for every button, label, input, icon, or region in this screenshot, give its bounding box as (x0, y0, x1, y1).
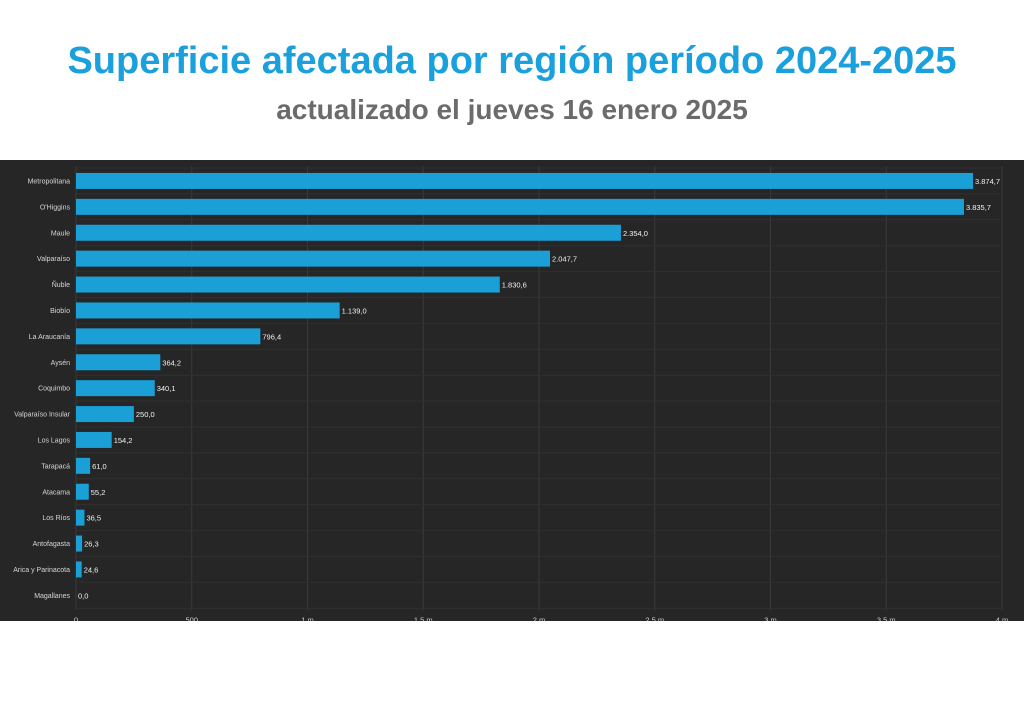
value-label: 61,0 (92, 462, 107, 471)
bar (76, 509, 85, 526)
chart-title: Superficie afectada por región período 2… (67, 40, 957, 82)
value-label: 36,5 (86, 514, 101, 523)
bar (76, 354, 161, 371)
bar (76, 224, 621, 241)
x-tick-label: 1,5 m (414, 615, 433, 621)
category-label: La Araucanía (29, 334, 70, 341)
x-tick-label: 1 m (301, 615, 314, 621)
bar (76, 483, 89, 500)
category-label: Biobío (50, 308, 70, 315)
category-label: Antofagasta (33, 541, 70, 548)
value-label: 154,2 (114, 436, 133, 445)
category-label: Maule (51, 230, 70, 237)
x-tick-label: 2 m (533, 615, 546, 621)
bar-chart: 0 500 1 m 1,5 m 2 m 2,5 m 3 m 3,5 m 4 m Metropoli… (13, 166, 1009, 621)
bar (76, 561, 82, 578)
x-tick-label: 2,5 m (645, 615, 664, 621)
category-label: Los Lagos (38, 437, 71, 444)
x-tick-label: 3,5 m (877, 615, 896, 621)
category-label: O'Higgins (40, 204, 71, 211)
chart-panel: 0 500 1 m 1,5 m 2 m 2,5 m 3 m 3,5 m 4 m Metropoli… (0, 160, 1024, 621)
category-label: Los Ríos (42, 515, 70, 522)
value-label: 26,3 (84, 540, 99, 549)
value-label: 796,4 (262, 332, 281, 341)
category-label: Metropolitana (28, 178, 71, 185)
category-label: Coquimbo (38, 386, 70, 393)
value-label: 3.835,7 (966, 203, 991, 212)
bar (76, 406, 134, 423)
value-label: 1.830,6 (502, 281, 527, 290)
category-label: Ñuble (52, 280, 70, 289)
bar (76, 250, 551, 267)
category-label: Valparaíso Insular (14, 412, 71, 419)
value-label: 364,2 (162, 358, 181, 367)
x-tick-label: 0 (74, 615, 78, 621)
bar (76, 457, 91, 474)
value-label: 55,2 (91, 488, 106, 497)
x-tick-label: 3 m (764, 615, 777, 621)
bar (76, 172, 973, 189)
value-label: 2.047,7 (552, 255, 577, 264)
x-tick-label: 4 m (996, 615, 1009, 621)
bar (76, 328, 261, 345)
category-label: Valparaíso (37, 256, 70, 263)
value-label: 24,6 (84, 565, 99, 574)
bar (76, 380, 155, 397)
bar (76, 198, 964, 215)
bar (76, 302, 340, 319)
bar (76, 276, 500, 293)
x-tick-label: 500 (185, 615, 198, 621)
value-label: 3.874,7 (975, 177, 1000, 186)
category-label: Tarapacá (41, 463, 70, 470)
value-label: 340,1 (157, 384, 176, 393)
category-label: Atacama (42, 489, 70, 496)
category-label: Aysén (51, 360, 70, 367)
chart-subtitle: actualizado el jueves 16 enero 2025 (276, 94, 748, 125)
value-label: 2.354,0 (623, 229, 648, 238)
value-label: 250,0 (136, 410, 155, 419)
category-label: Magallanes (34, 593, 70, 600)
bar (76, 431, 112, 448)
category-label: Arica y Parinacota (13, 567, 70, 574)
bar (76, 535, 83, 552)
value-label: 0,0 (78, 591, 88, 600)
value-label: 1.139,0 (342, 306, 367, 315)
